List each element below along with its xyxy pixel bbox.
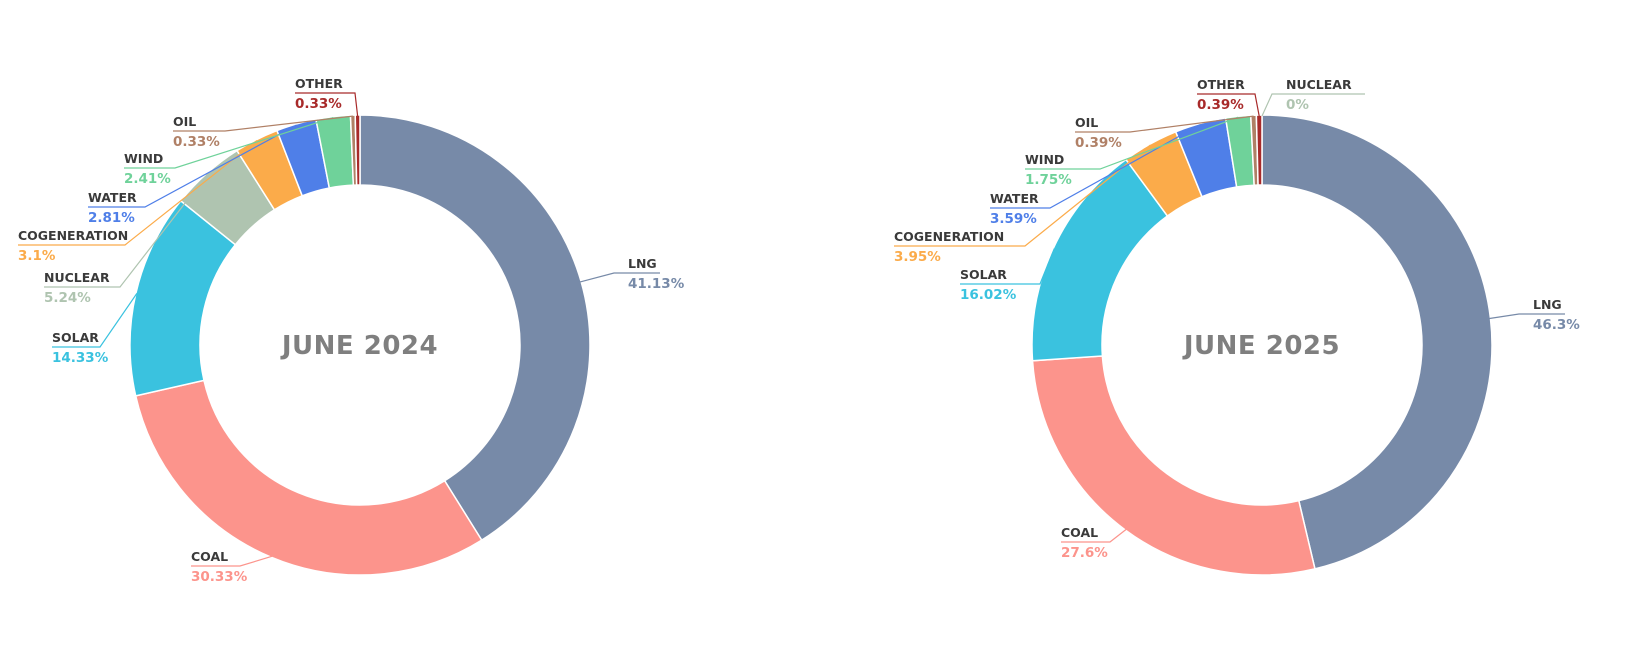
- leader-line-wind: [124, 116, 334, 169]
- chart-title: JUNE 2025: [1182, 331, 1340, 361]
- slice-label-cogeneration: COGENERATION: [18, 228, 128, 243]
- slice-value-lng: 41.13%: [628, 276, 685, 292]
- slice-value-nuclear: 0%: [1286, 97, 1309, 113]
- leader-line-nuclear: [1261, 93, 1365, 117]
- slice-label-lng: LNG: [1533, 297, 1562, 312]
- leader-line-coal: [191, 555, 273, 567]
- chart-title: JUNE 2024: [280, 331, 438, 361]
- slice-value-cogeneration: 3.1%: [18, 248, 56, 264]
- slice-coal: [1031, 355, 1316, 576]
- slice-labels: LNG 46.3% COAL 27.6% SOLAR 16.02% COGENERATION…: [894, 77, 1580, 561]
- slice-other: [1255, 114, 1263, 186]
- leader-line-solar: [52, 293, 138, 348]
- slice-label-water: WATER: [990, 191, 1039, 206]
- slice-value-wind: 1.75%: [1025, 172, 1072, 188]
- slice-lng: [1261, 114, 1493, 570]
- leader-line-oil: [1075, 115, 1254, 133]
- leader-line-lng: [1489, 313, 1565, 320]
- slice-value-other: 0.33%: [295, 96, 342, 112]
- leader-line-water: [990, 123, 1201, 209]
- leader-line-cogeneration: [18, 140, 258, 246]
- slice-label-solar: SOLAR: [960, 267, 1007, 282]
- leader-line-lng: [580, 272, 660, 283]
- slice-other: [354, 114, 361, 186]
- slice-label-lng: LNG: [628, 256, 657, 271]
- slices: [1031, 114, 1493, 576]
- slice-label-solar: SOLAR: [52, 330, 99, 345]
- slice-value-lng: 46.3%: [1533, 317, 1580, 333]
- slice-value-cogeneration: 3.95%: [894, 249, 941, 265]
- slices: [129, 114, 591, 576]
- donut-chart-june-2025: LNG 46.3% COAL 27.6% SOLAR 16.02% COGENERATION…: [894, 77, 1580, 576]
- leader-line-nuclear: [44, 173, 208, 288]
- slice-value-solar: 14.33%: [52, 350, 109, 366]
- leader-line-coal: [1061, 528, 1127, 543]
- leader-line-other: [295, 92, 359, 117]
- slice-value-wind: 2.41%: [124, 171, 171, 187]
- slice-value-coal: 27.6%: [1061, 545, 1108, 561]
- slice-label-nuclear: NUCLEAR: [1286, 77, 1352, 92]
- slice-label-cogeneration: COGENERATION: [894, 229, 1004, 244]
- slice-value-oil: 0.39%: [1075, 135, 1122, 151]
- leader-line-cogeneration: [894, 144, 1151, 247]
- slice-label-nuclear: NUCLEAR: [44, 270, 110, 285]
- slice-value-other: 0.39%: [1197, 97, 1244, 113]
- leader-line-oil: [173, 115, 353, 132]
- slice-label-oil: OIL: [173, 114, 196, 129]
- slice-label-wind: WIND: [1025, 152, 1064, 167]
- slice-lng: [359, 114, 591, 542]
- donut-chart-june-2024: LNG 41.13% COAL 30.33% SOLAR 14.33% NUCLEAR 5.2…: [18, 76, 685, 585]
- leader-line-water: [88, 124, 297, 208]
- slice-value-oil: 0.33%: [173, 134, 220, 150]
- leader-line-solar: [960, 248, 1055, 285]
- slice-label-other: OTHER: [1197, 77, 1245, 92]
- slice-value-nuclear: 5.24%: [44, 290, 91, 306]
- slice-label-wind: WIND: [124, 151, 163, 166]
- slice-label-water: WATER: [88, 190, 137, 205]
- slice-solar: [1031, 158, 1169, 362]
- leader-line-other: [1197, 93, 1260, 117]
- slice-value-water: 2.81%: [88, 210, 135, 226]
- slice-value-solar: 16.02%: [960, 287, 1017, 303]
- slice-label-coal: COAL: [191, 549, 228, 564]
- slice-label-other: OTHER: [295, 76, 343, 91]
- slice-coal: [134, 379, 483, 576]
- slice-labels: LNG 41.13% COAL 30.33% SOLAR 14.33% NUCLEAR 5.2…: [18, 76, 685, 585]
- slice-value-water: 3.59%: [990, 211, 1037, 227]
- slice-label-oil: OIL: [1075, 115, 1098, 130]
- slice-value-coal: 30.33%: [191, 569, 248, 585]
- leader-line-wind: [1025, 116, 1239, 170]
- slice-label-coal: COAL: [1061, 525, 1098, 540]
